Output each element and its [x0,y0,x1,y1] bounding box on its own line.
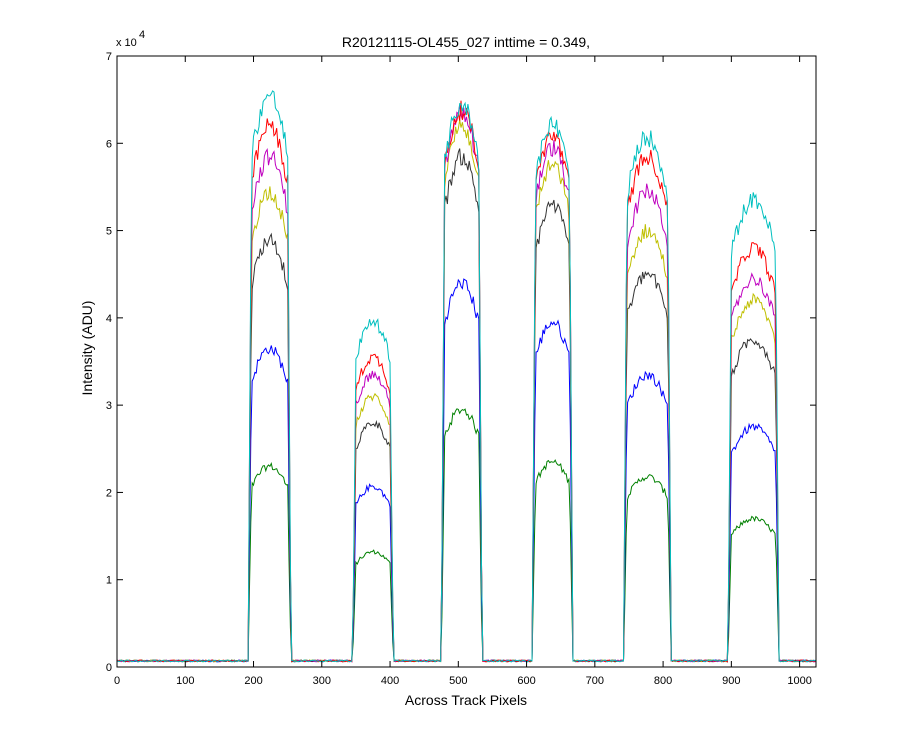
y-tick-label: 3 [106,400,112,412]
series-line-cyan [117,90,817,663]
x-tick-label: 100 [176,675,194,687]
x-axis-label: Across Track Pixels [405,692,527,708]
x-tick-label: 600 [517,675,535,687]
axes-box [116,55,817,668]
y-tick-label: 6 [106,138,112,150]
y-tick-label: 0 [106,662,112,674]
tick-layer: 0 100 200 300 400 500 600 700 800 900 1000 0 1 2 3 4 5 6 7 [106,51,816,687]
y-tick-label: 1 [106,575,112,587]
y-tick-label: 7 [106,51,112,63]
x-tick-label: 800 [654,675,672,687]
x-tick-label: 1000 [787,675,811,687]
x-tick-label: 400 [381,675,399,687]
y-exponent-label: 4 [139,29,145,41]
y-tick-label: 2 [106,487,112,499]
y-tick-label: 5 [106,226,112,238]
x-tick-label: 700 [586,675,604,687]
series-layer [116,90,817,663]
x-tick-label: 900 [722,675,740,687]
x-tick-label: 300 [313,675,331,687]
x-tick-label: 200 [244,675,262,687]
x-tick-label: 500 [449,675,467,687]
chart-title: R20121115-OL455_027 inttime = 0.349, [342,34,590,50]
y-tick-label: 4 [106,313,112,325]
y-multiplier-label: x 10 [116,37,137,49]
y-axis-label: Intensity (ADU) [79,301,95,396]
x-tick-label: 0 [114,675,120,687]
